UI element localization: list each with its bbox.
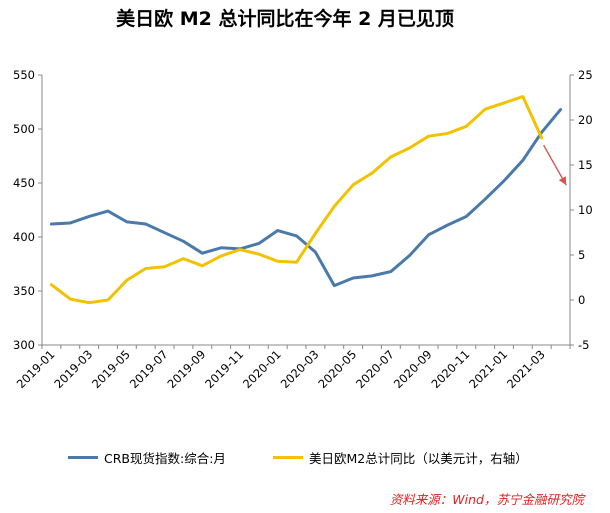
right-tick-label: 10 [578,203,593,217]
x-tick-label: 2020-07 [353,347,397,391]
right-tick-label: 15 [578,158,593,172]
x-axis-ticks: 2019-012019-032019-052019-072019-092019-… [14,345,571,391]
right-tick-label: 0 [578,293,585,307]
right-axis-ticks: -5 0 5 10 15 20 25 [570,68,593,352]
annotation-layer [542,144,567,186]
annotation-arrow-head [558,176,567,186]
series-line-crb [49,108,563,288]
x-tick-label: 2021-01 [466,347,510,391]
x-tick-label: 2020-01 [240,347,284,391]
x-tick-label: 2019-07 [127,347,171,391]
x-tick-label: 2020-03 [278,347,322,391]
right-tick-label: 25 [578,68,593,82]
x-tick-label: 2019-09 [165,347,209,391]
x-tick-label: 2019-03 [51,347,95,391]
right-tick-label: 20 [578,113,593,127]
legend-swatch-m2 [273,456,303,459]
x-tick-label: 2019-11 [202,347,246,391]
x-tick-label: 2021-03 [504,347,548,391]
left-tick-label: 350 [13,284,35,298]
x-tick-label: 2019-01 [14,347,58,391]
x-tick-label: 2020-05 [315,347,359,391]
legend-item-m2: 美日欧M2总计同比（以美元计，右轴） [273,448,528,467]
source-note: 资料来源：Wind，苏宁金融研究院 [389,492,584,507]
left-tick-label: 450 [13,176,35,190]
legend-item-crb: CRB现货指数:综合:月 [68,448,226,467]
left-axis-ticks: 300 350 400 450 500 550 [13,68,42,352]
legend: CRB现货指数:综合:月 美日欧M2总计同比（以美元计，右轴） [0,448,610,472]
chart-title: 美日欧 M2 总计同比在今年 2 月已见顶 [116,8,454,30]
legend-label-m2: 美日欧M2总计同比（以美元计，右轴） [309,451,528,466]
x-tick-label: 2020-11 [429,347,473,391]
x-tick-label: 2020-09 [391,347,435,391]
left-tick-label: 300 [13,338,35,352]
legend-swatch-crb [68,456,98,459]
left-tick-label: 500 [13,122,35,136]
series-line-m2 [49,95,544,305]
series-layer [49,95,563,305]
x-tick-label: 2019-05 [89,347,133,391]
left-tick-label: 550 [13,68,35,82]
right-tick-label: -5 [578,338,589,352]
right-tick-label: 5 [578,248,585,262]
legend-label-crb: CRB现货指数:综合:月 [104,451,226,466]
left-tick-label: 400 [13,230,35,244]
axes [41,75,571,346]
